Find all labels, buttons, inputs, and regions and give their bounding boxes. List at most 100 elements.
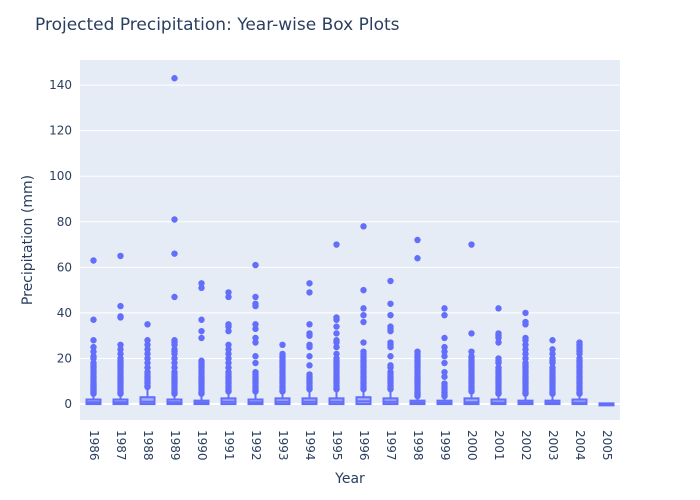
- outlier-point: [117, 313, 124, 320]
- outlier-point: [252, 359, 259, 367]
- outlier-point: [495, 364, 502, 371]
- outlier-point: [90, 257, 97, 264]
- box-1990: [193, 280, 210, 406]
- outlier-point: [387, 277, 394, 285]
- outlier-point: [468, 330, 475, 337]
- outlier-point: [360, 286, 367, 294]
- outlier-point: [117, 346, 124, 353]
- box-1991: [220, 289, 237, 406]
- outlier-point: [171, 75, 178, 82]
- outlier-point: [495, 355, 502, 362]
- outlier-point: [144, 337, 151, 344]
- box-1987: [112, 252, 129, 406]
- outlier-point: [495, 339, 502, 346]
- outlier-point: [252, 300, 259, 307]
- x-tick-label: 1999: [438, 430, 452, 461]
- outlier-point: [252, 339, 259, 346]
- outlier-point: [387, 300, 394, 307]
- x-tick-label: 1998: [411, 430, 425, 461]
- outlier-point: [468, 241, 475, 248]
- outlier-point: [90, 353, 97, 360]
- outlier-point: [576, 339, 583, 346]
- outlier-point: [333, 337, 340, 344]
- y-axis-label: Precipitation (mm): [20, 175, 36, 305]
- box-1993: [274, 341, 291, 406]
- x-tick-label: 1993: [276, 430, 290, 461]
- outlier-point: [144, 364, 151, 371]
- outlier-point: [117, 350, 124, 358]
- x-tick-label: 1987: [114, 430, 128, 461]
- outlier-point: [360, 339, 367, 346]
- x-tick-label: 1989: [168, 430, 182, 461]
- outlier-point: [522, 334, 529, 342]
- outlier-point: [144, 346, 151, 353]
- x-tick-label: 2005: [600, 430, 614, 461]
- outlier-point: [144, 341, 151, 349]
- box-2001: [490, 305, 507, 406]
- y-tick-label: 80: [57, 215, 72, 229]
- outlier-point: [225, 346, 232, 353]
- outlier-point: [333, 355, 340, 362]
- y-tick-labels: 0 20 40 60 80 100 120 140: [49, 78, 72, 411]
- outlier-point: [279, 341, 286, 349]
- x-axis-label: Year: [334, 471, 365, 487]
- outlier-point: [495, 305, 502, 312]
- outlier-point: [171, 216, 178, 223]
- outlier-point: [549, 350, 556, 358]
- outlier-point: [441, 373, 448, 380]
- outlier-point: [387, 311, 394, 319]
- outlier-point: [306, 330, 313, 337]
- outlier-point: [252, 368, 259, 376]
- box-2000: [463, 241, 480, 406]
- outlier-point: [441, 334, 448, 342]
- outlier-point: [360, 223, 367, 230]
- outlier-point: [225, 359, 232, 367]
- outlier-point: [441, 359, 448, 367]
- outlier-point: [225, 350, 232, 358]
- outlier-point: [171, 368, 178, 376]
- outlier-point: [306, 362, 313, 369]
- x-tick-label: 1992: [249, 430, 263, 461]
- outlier-point: [360, 311, 367, 319]
- outlier-point: [522, 341, 529, 349]
- outlier-point: [468, 353, 475, 360]
- outlier-point: [279, 350, 286, 358]
- box-1999: [436, 305, 453, 406]
- x-tick-label: 2002: [519, 430, 533, 461]
- y-tick-label: 40: [57, 306, 72, 320]
- outlier-point: [441, 343, 448, 351]
- x-tick-labels: 1986 1987 1988 1989 1990 1991 1992 1993 1994 1995…: [87, 430, 614, 461]
- x-tick-label: 1986: [87, 430, 101, 461]
- x-tick-label: 1997: [384, 430, 398, 461]
- outlier-point: [441, 353, 448, 360]
- outlier-point: [90, 343, 97, 351]
- outlier-point: [171, 355, 178, 362]
- outlier-point: [198, 327, 205, 335]
- y-tick-label: 0: [64, 397, 72, 411]
- outlier-point: [333, 314, 340, 321]
- box-1996: [355, 223, 372, 406]
- box-2002: [517, 309, 534, 406]
- outlier-point: [117, 302, 124, 310]
- outlier-point: [549, 355, 556, 362]
- x-tick-label: 1991: [222, 430, 236, 461]
- x-tick-label: 2003: [546, 430, 560, 461]
- outlier-point: [387, 353, 394, 360]
- plot-area: [80, 60, 620, 420]
- outlier-point: [468, 348, 475, 355]
- box-1995: [328, 241, 345, 406]
- outlier-point: [225, 368, 232, 376]
- x-tick-label: 1994: [303, 430, 317, 461]
- outlier-point: [306, 321, 313, 328]
- outlier-point: [360, 348, 367, 355]
- outlier-point: [225, 355, 232, 362]
- outlier-point: [225, 364, 232, 371]
- outlier-point: [252, 261, 259, 269]
- outlier-point: [144, 359, 151, 367]
- box-1994: [301, 280, 318, 406]
- x-tick-label: 2001: [492, 430, 506, 461]
- outlier-point: [171, 346, 178, 353]
- box-1998: [409, 236, 426, 406]
- outlier-point: [144, 355, 151, 362]
